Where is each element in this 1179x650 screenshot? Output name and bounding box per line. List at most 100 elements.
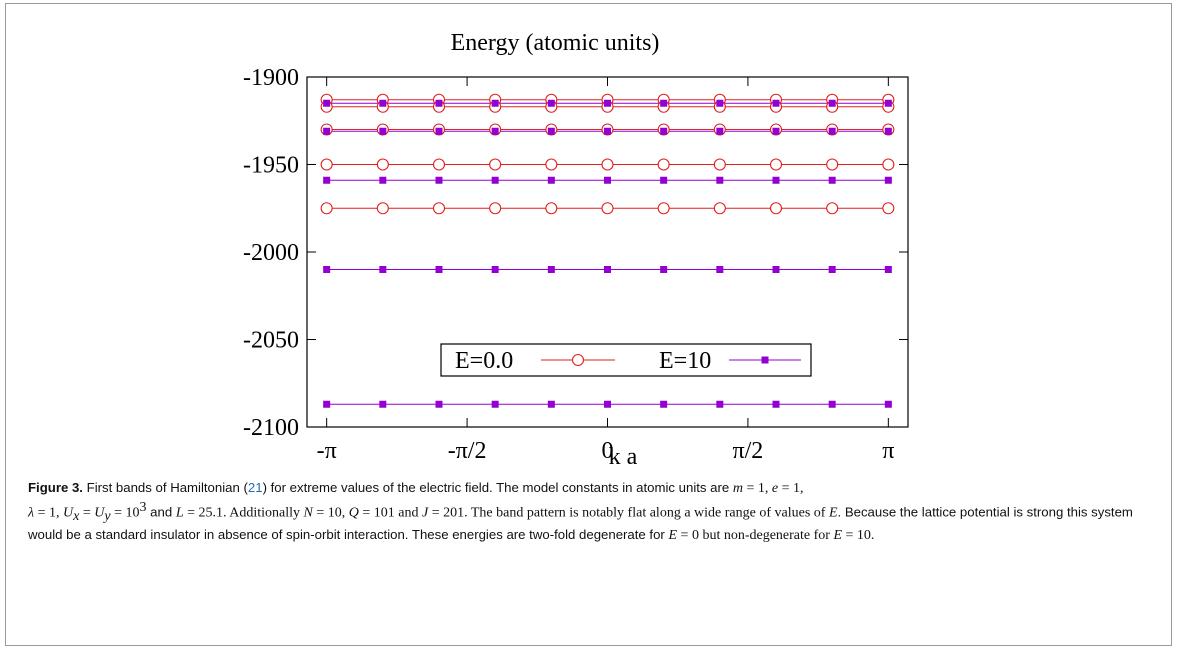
series-1-data-point xyxy=(882,158,895,171)
math-var: λ xyxy=(28,504,35,520)
series-1-data-point xyxy=(489,158,502,171)
series-2-data-point xyxy=(716,99,724,107)
math-var: m xyxy=(732,481,744,496)
series-2-data-point xyxy=(716,127,724,135)
series-2-data-point xyxy=(772,176,780,184)
y-tick-label: -1950 xyxy=(243,153,299,179)
series-2-data-point xyxy=(828,127,836,135)
math-text: = 1, xyxy=(778,481,804,496)
caption-text: and xyxy=(146,503,176,519)
series-2-data-point xyxy=(660,400,668,408)
series-1-data-point xyxy=(826,158,839,171)
x-tick-label: -π/2 xyxy=(448,438,487,464)
math-var: Q xyxy=(348,504,359,520)
series-2-data-point xyxy=(716,266,724,273)
caption-text: . Because the lattice potential is stron… xyxy=(28,503,1133,543)
series-2-data-point xyxy=(884,400,892,408)
math-text: = 10 xyxy=(110,504,140,520)
math-var: E xyxy=(828,504,838,520)
x-tick-label: 0 xyxy=(602,438,614,464)
series-2-data-point xyxy=(547,400,555,408)
legend-label-series-2: E=10 xyxy=(659,348,711,374)
series-2-data-point xyxy=(772,127,780,135)
math-text: = 1, xyxy=(34,504,63,520)
math-sup: 3 xyxy=(139,499,147,515)
series-1-data-point xyxy=(376,158,389,171)
series-2-data-point xyxy=(884,99,892,107)
series-2-data-point xyxy=(323,400,331,408)
series-2-data-point xyxy=(547,99,555,107)
math-var: U xyxy=(94,504,105,520)
caption-label: Figure 3. xyxy=(28,480,83,495)
x-tick-label: π xyxy=(882,438,894,464)
math-text: = 201. The band pattern is notably flat … xyxy=(428,504,829,520)
series-2-data-point xyxy=(716,176,724,184)
series-2-data-point xyxy=(379,400,387,408)
series-1-data-point xyxy=(432,158,446,171)
series-2-data-point xyxy=(716,400,724,408)
chart-title: Energy (atomic units) xyxy=(451,30,660,56)
series-2-data-point xyxy=(660,176,668,184)
math-var: e xyxy=(771,481,779,496)
series-1-data-point xyxy=(601,158,614,171)
series-2-data-point xyxy=(660,266,668,273)
math-var: U xyxy=(62,504,74,520)
math-text: = 25.1. Additionally xyxy=(183,504,304,520)
series-1-data-point xyxy=(545,158,558,171)
math-sub: y xyxy=(104,508,111,524)
series-1-data-point xyxy=(601,202,614,215)
series-2-data-point xyxy=(660,127,668,135)
figure-caption: Figure 3. First bands of Hamiltonian (21… xyxy=(28,479,1163,546)
series-2-data-point xyxy=(828,266,836,273)
series-1-data-point xyxy=(826,202,839,215)
series-1-data-point xyxy=(882,202,895,215)
x-tick-label: π/2 xyxy=(733,438,764,464)
series-1-data-point xyxy=(489,202,502,215)
series-2-data-point xyxy=(828,176,836,184)
math-var: L xyxy=(175,504,184,520)
math-text: = 0 but non-degenerate for xyxy=(677,528,834,544)
legend-marker-series-1 xyxy=(571,353,585,367)
series-2-data-point xyxy=(379,99,387,107)
series-1-data-point xyxy=(320,202,333,215)
series-2-data-point xyxy=(435,99,443,107)
series-1-data-point xyxy=(713,202,726,215)
math-var: E xyxy=(833,528,843,544)
series-2-data-point xyxy=(884,127,892,135)
series-2-data-point xyxy=(604,400,611,408)
series-2-data-point xyxy=(435,127,443,135)
x-tick-label: -π xyxy=(317,438,337,464)
series-2-data-point xyxy=(772,400,780,408)
series-1-data-point xyxy=(432,202,446,215)
series-2-data-point xyxy=(379,266,387,273)
math-sub: x xyxy=(73,508,80,524)
math-text: = 10, xyxy=(312,504,349,520)
series-2-data-point xyxy=(435,400,443,408)
math-text: = 10. xyxy=(842,528,875,544)
series-2-data-point xyxy=(772,266,780,273)
y-tick-label: -2100 xyxy=(243,415,299,441)
series-2-data-point xyxy=(660,99,668,107)
series-2-data-point xyxy=(604,99,611,107)
series-1-data-point xyxy=(769,202,783,215)
series-2-data-point xyxy=(491,266,499,273)
legend-marker-series-2 xyxy=(761,356,769,364)
series-2-data-point xyxy=(604,266,611,273)
series-2-data-point xyxy=(884,176,892,184)
series-2-data-point xyxy=(323,99,331,107)
series-2-data-point xyxy=(435,176,443,184)
y-tick-label: -1900 xyxy=(243,65,299,91)
series-1-data-point xyxy=(320,158,333,171)
series-2-data-point xyxy=(547,266,555,273)
series-2-data-point xyxy=(491,400,499,408)
math-text: = 1, xyxy=(743,481,772,496)
caption-text: ) for extreme values of the electric fie… xyxy=(262,480,733,495)
math-var: E xyxy=(668,528,678,544)
math-var: N xyxy=(303,504,313,520)
series-1-data-point xyxy=(713,158,726,171)
caption-text: First bands of Hamiltonian ( xyxy=(82,480,248,495)
series-2-data-point xyxy=(604,176,611,184)
equation-reference-link[interactable]: 21 xyxy=(247,480,263,495)
series-1-data-point xyxy=(376,202,389,215)
x-axis-label: k a xyxy=(609,444,638,470)
